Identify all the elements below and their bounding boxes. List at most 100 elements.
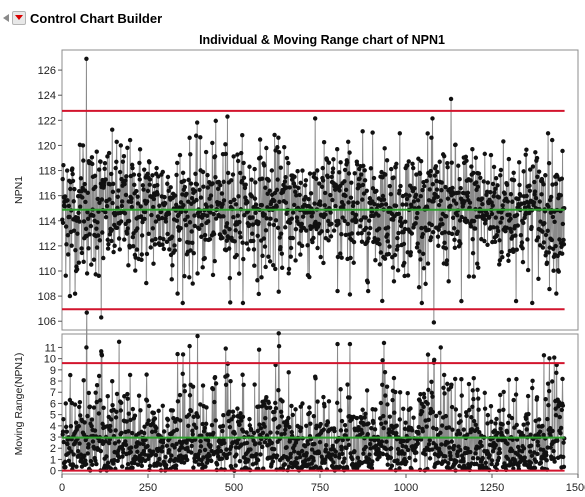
individuals-point <box>535 174 540 179</box>
moving-range-point <box>152 416 158 421</box>
individuals-point <box>430 229 436 235</box>
individuals-point <box>182 273 187 279</box>
individuals-point <box>333 182 339 188</box>
individuals-point <box>317 199 323 204</box>
moving-range-point <box>218 448 224 454</box>
individuals-point <box>172 248 178 253</box>
individuals-point <box>361 163 366 169</box>
individuals-point <box>415 198 421 203</box>
moving-range-point <box>66 458 72 463</box>
individuals-point <box>531 200 537 205</box>
individuals-point <box>113 165 118 171</box>
individuals-point <box>358 217 364 223</box>
individuals-point <box>94 226 99 231</box>
moving-range-point <box>487 453 492 458</box>
individuals-point <box>305 243 310 248</box>
individuals-point <box>325 174 331 180</box>
individuals-point <box>525 237 530 242</box>
moving-range-point <box>471 418 477 424</box>
individuals-point <box>295 169 300 174</box>
individuals-point <box>87 232 92 237</box>
individuals-point <box>379 202 385 207</box>
individuals-point <box>300 168 305 173</box>
individuals-point <box>147 160 152 165</box>
individuals-point <box>340 215 345 220</box>
moving-range-point <box>323 443 329 448</box>
individuals-point <box>212 258 217 264</box>
individuals-point <box>168 185 173 190</box>
individuals-point <box>535 235 541 240</box>
individuals-point <box>304 228 309 233</box>
individuals-point <box>122 237 127 242</box>
moving-range-point <box>383 446 389 452</box>
moving-range-point <box>237 458 243 464</box>
moving-range-point <box>467 407 472 413</box>
moving-range-point <box>164 443 170 448</box>
individuals-point <box>307 274 312 280</box>
individuals-point <box>227 227 232 232</box>
individuals-point <box>481 179 486 184</box>
moving-range-point <box>509 415 515 421</box>
individuals-point <box>420 232 426 237</box>
individuals-point <box>246 222 252 227</box>
moving-range-point <box>478 439 483 444</box>
individuals-point <box>550 182 555 187</box>
moving-range-point <box>419 409 425 414</box>
individuals-point <box>260 253 265 259</box>
moving-range-point <box>200 421 205 427</box>
individuals-point <box>502 191 507 196</box>
individuals-point <box>174 202 179 208</box>
individuals-point <box>538 219 543 224</box>
individuals-point <box>103 210 108 215</box>
individuals-point <box>238 235 243 240</box>
moving-range-point <box>158 462 163 467</box>
moving-range-point <box>209 422 215 428</box>
individuals-point <box>346 171 352 176</box>
individuals-point <box>432 173 438 178</box>
moving-range-point <box>71 452 76 457</box>
individuals-point <box>455 212 460 218</box>
individuals-point <box>493 175 499 181</box>
individuals-point <box>293 189 298 194</box>
individuals-point <box>525 267 531 273</box>
moving-range-point <box>96 373 102 379</box>
individuals-point <box>252 166 257 172</box>
moving-range-point <box>333 453 338 459</box>
moving-range-point <box>138 408 143 413</box>
individuals-point <box>234 252 239 258</box>
individuals-point <box>438 217 444 222</box>
individuals-point <box>533 195 539 201</box>
individuals-point <box>282 179 288 184</box>
moving-range-point <box>449 382 454 387</box>
individuals-point <box>505 252 511 258</box>
individuals-point <box>405 163 410 168</box>
individuals-point <box>283 200 289 205</box>
mr-y-tick-label: 6 <box>50 398 56 410</box>
moving-range-point <box>179 445 185 450</box>
moving-range-point <box>177 392 183 398</box>
moving-range-point <box>118 408 124 413</box>
moving-range-point <box>384 384 390 389</box>
individuals-point <box>430 116 435 121</box>
disclosure-triangle-icon[interactable] <box>3 14 9 22</box>
moving-range-point <box>144 398 150 403</box>
moving-range-point <box>91 405 97 410</box>
moving-range-point <box>85 451 91 456</box>
moving-range-point <box>473 422 479 427</box>
moving-range-point <box>397 466 402 471</box>
moving-range-point <box>161 429 167 434</box>
moving-range-point <box>288 451 293 457</box>
moving-range-point <box>497 408 502 414</box>
moving-range-point <box>342 456 347 461</box>
individuals-point <box>394 161 399 167</box>
individuals-point <box>506 156 512 162</box>
moving-range-point <box>465 446 470 451</box>
individuals-point <box>152 242 158 247</box>
red-triangle-menu-icon[interactable] <box>12 11 26 25</box>
moving-range-point <box>480 455 485 461</box>
moving-range-point <box>421 404 426 410</box>
moving-range-point <box>128 417 133 423</box>
individuals-point <box>317 181 322 186</box>
individuals-point <box>137 147 143 152</box>
individuals-point <box>213 118 218 124</box>
